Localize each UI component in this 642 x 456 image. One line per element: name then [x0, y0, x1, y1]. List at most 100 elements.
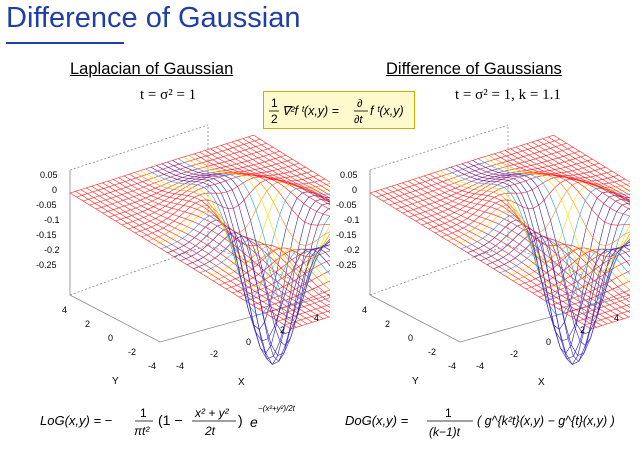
surface-mesh-line: [551, 270, 630, 306]
surface-mesh-line: [226, 143, 330, 201]
surface-mesh-line: [210, 148, 330, 206]
right-z-tick: -0.2: [344, 245, 360, 255]
surface-mesh-line: [467, 161, 630, 356]
left-z-tick: 0.05: [40, 170, 58, 180]
left-x-tick: -2: [210, 349, 218, 359]
surface-mesh-line: [494, 153, 630, 226]
right-x-tick: -2: [510, 349, 518, 359]
left-x-tick: -4: [176, 361, 184, 371]
surface-mesh-line: [271, 297, 330, 318]
left-panel-param: t = σ² = 1: [140, 87, 197, 103]
surface-mesh-line: [188, 155, 330, 247]
dog-formula-num1: 1: [445, 406, 452, 420]
surface-mesh-line: [194, 153, 330, 226]
surface-mesh-line: [584, 310, 630, 326]
right-z-tick: -0.25: [336, 260, 357, 270]
log-formula-num2: x² + y²: [194, 406, 230, 420]
surface-mesh-line: [542, 138, 630, 192]
surface-mesh-line: [290, 316, 330, 330]
eq-partial-den: ∂t: [354, 114, 363, 126]
surface-mesh-line: [531, 141, 630, 199]
right-dog-surface-plot: 0.05 0 -0.05 -0.1 -0.15 -0.2 -0.25 4 2 0…: [336, 124, 630, 388]
log-formula-lhs: LoG(x,y) = −: [40, 413, 113, 428]
surface-mesh-line: [173, 195, 330, 354]
left-x-tick: 0: [246, 337, 251, 347]
surface-mesh-line: [504, 150, 630, 210]
right-x-axis-label: X: [538, 377, 545, 388]
surface-mesh-line: [253, 134, 330, 183]
eq-partial-num: ∂: [357, 98, 363, 110]
left-y-axis-label: Y: [112, 376, 119, 387]
log-formula: LoG(x,y) = − 1 πt² (1 − x² + y² 2t ) e −…: [40, 404, 296, 438]
dog-formula-body: ( g^{k²t}(x,y) − g^{t}(x,y) ): [477, 414, 615, 428]
surface-mesh-line: [284, 310, 330, 326]
surface-mesh-line: [473, 195, 630, 354]
log-formula-den1: πt²: [134, 424, 150, 438]
log-formula-close: ): [238, 412, 243, 428]
surface-mesh-line: [499, 151, 630, 217]
surface-mesh-line: [450, 166, 630, 342]
surface-mesh-line: [545, 259, 630, 302]
right-z-tick: -0.1: [344, 215, 360, 225]
surface-mesh-line: [391, 185, 613, 323]
dog-formula: DoG(x,y) = 1 (k−1)t ( g^{k²t}(x,y) − g^{…: [345, 406, 615, 439]
surface-mesh-line: [251, 270, 330, 306]
surface-mesh-line: [242, 138, 330, 192]
surface-mesh-line: [488, 155, 630, 247]
left-x-tick-labels: -4 -2 0 2 4: [176, 313, 319, 371]
right-x-tick: 2: [580, 325, 585, 335]
surface-mesh-line: [447, 181, 630, 242]
left-z-tick: 0: [52, 185, 57, 195]
surface-mesh-line: [69, 192, 292, 330]
surface-mesh-line: [537, 140, 630, 196]
surface-mesh-line: [167, 161, 330, 356]
dog-formula-den1: (k−1)t: [429, 425, 461, 439]
surface-mesh-line: [177, 158, 330, 305]
right-x-tick: 0: [546, 337, 551, 347]
right-z-tick: -0.15: [336, 230, 357, 240]
left-y-tick: 4: [62, 305, 67, 315]
scale-space-equation-box: 1 2 ∇²f ᵗ(x,y) = ∂ ∂t f ᵗ(x,y): [263, 91, 415, 129]
surface-mesh-line: [515, 146, 630, 204]
surface-mesh-line: [402, 182, 624, 320]
right-x-tick: -4: [476, 361, 484, 371]
surface-mesh-line: [134, 172, 330, 291]
surface-mesh-line: [221, 145, 330, 202]
left-x-axis-label: X: [238, 377, 245, 388]
surface-mesh-line: [461, 163, 630, 365]
surface-mesh-line: [590, 316, 630, 330]
log-formula-exp: −(x²+y²)/2t: [258, 404, 296, 413]
right-y-tick: -4: [448, 361, 456, 371]
eq-laplacian: ∇²f ᵗ(x,y) =: [282, 104, 339, 118]
right-z-tick: 0.05: [340, 170, 358, 180]
right-y-tick: 2: [385, 319, 390, 329]
surface-mesh-line: [577, 303, 630, 322]
surface-mesh-line: [548, 136, 630, 188]
surface-mesh-line: [129, 173, 330, 297]
surface-mesh-line: [248, 136, 330, 188]
surface-mesh-line: [483, 156, 630, 274]
right-x-tick-labels: -4 -2 0 2 4: [476, 313, 619, 371]
log-formula-base: e: [250, 414, 258, 430]
surface-mesh-line: [161, 163, 330, 365]
surface-mesh-line: [231, 141, 330, 199]
surface-mesh-line: [150, 166, 330, 342]
surface-mesh-line: [147, 181, 330, 242]
surface-mesh-line: [407, 180, 629, 318]
surface-mesh-line: [418, 177, 630, 308]
dog-formula-lhs: DoG(x,y) =: [345, 413, 409, 428]
surface-mesh-line: [199, 151, 330, 217]
surface-mesh-line: [369, 134, 554, 194]
surface-mesh-line: [156, 165, 330, 360]
right-z-tick-labels: 0.05 0 -0.05 -0.1 -0.15 -0.2 -0.25: [336, 170, 360, 270]
scale-space-equation: 1 2 ∇²f ᵗ(x,y) = ∂ ∂t f ᵗ(x,y): [269, 96, 404, 126]
surface-mesh-line: [215, 146, 330, 204]
surface-mesh-line: [107, 180, 329, 318]
right-panel-title: Difference of Gaussians: [386, 60, 562, 78]
left-y-tick-labels: 4 2 0 -2 -4: [62, 305, 156, 371]
surface-mesh-line: [118, 177, 330, 308]
surface-mesh-line: [75, 191, 297, 328]
left-x-tick: 2: [280, 325, 285, 335]
left-x-tick: 4: [314, 313, 319, 323]
surface-mesh-line: [245, 259, 330, 302]
